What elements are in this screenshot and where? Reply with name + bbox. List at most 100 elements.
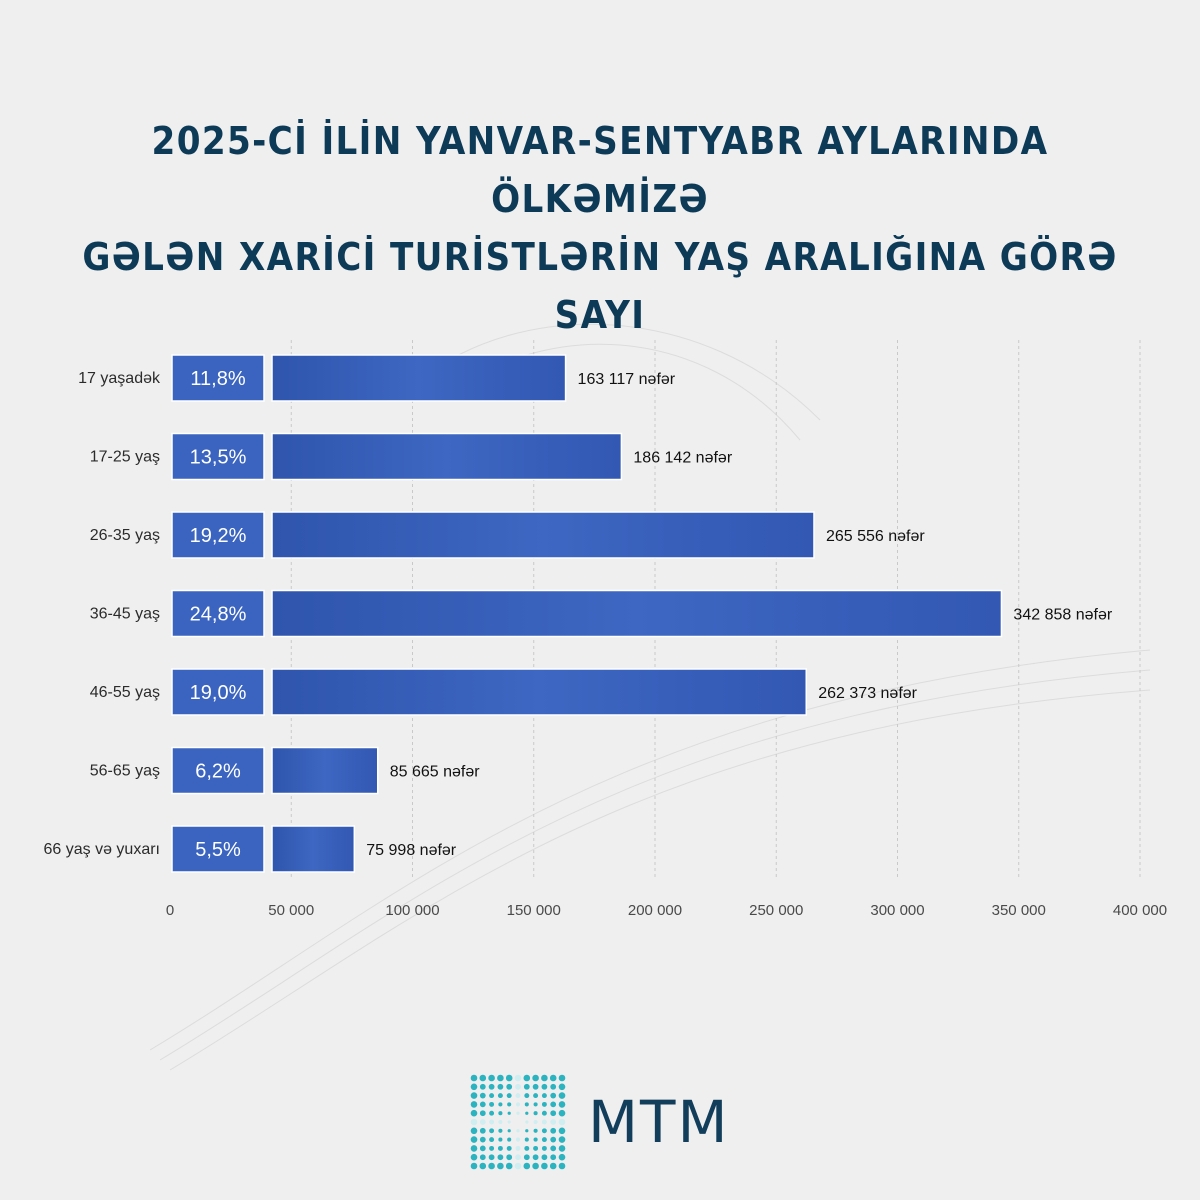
logo-dot	[525, 1120, 529, 1124]
value-label: 163 117 nəfər	[578, 371, 676, 388]
logo-dot	[541, 1074, 548, 1082]
logo-dot	[507, 1129, 511, 1133]
logo-dot	[470, 1127, 478, 1135]
logo-dot	[498, 1128, 503, 1133]
logo-dot	[498, 1111, 503, 1116]
bar	[271, 589, 1003, 638]
logo-dot	[558, 1101, 566, 1108]
logo-dot	[550, 1119, 557, 1125]
category-label: 56-65 yaş	[90, 763, 160, 780]
logo-dot	[533, 1137, 538, 1142]
logo-dot	[541, 1137, 547, 1143]
logo-dot	[541, 1110, 547, 1116]
category-label: 36-45 yaş	[90, 606, 160, 623]
logo-dot	[541, 1093, 547, 1099]
logo-dot	[489, 1093, 495, 1099]
bar	[271, 825, 356, 873]
x-tick-label: 150 000	[507, 902, 561, 919]
percent-label: 24,8%	[190, 604, 247, 626]
logo-dot	[470, 1145, 478, 1152]
logo-dot	[470, 1153, 478, 1161]
logo-dot	[515, 1145, 521, 1151]
category-label: 17 yaşadək	[78, 370, 161, 387]
logo-dot	[541, 1162, 548, 1170]
category-label: 17-25 yaş	[90, 449, 160, 466]
x-tick-label: 300 000	[870, 902, 924, 919]
logo-dot	[524, 1145, 530, 1151]
logo-dot	[523, 1083, 530, 1090]
logo-dot	[524, 1137, 529, 1142]
logo-dot	[489, 1119, 495, 1125]
logo-dot	[506, 1145, 512, 1151]
value-label: 265 556 nəfər	[826, 528, 925, 545]
logo-dot	[541, 1145, 547, 1151]
logo-dot	[488, 1083, 495, 1090]
logo-dot	[479, 1154, 486, 1161]
chart-title: 2025-Cİ İLİN YANVAR-SENTYABR AYLARINDA Ö…	[0, 112, 1200, 344]
logo-dot	[498, 1102, 503, 1107]
percent-label: 13,5%	[190, 447, 247, 469]
logo-dot	[515, 1154, 521, 1161]
logo-dot	[516, 1129, 520, 1133]
logo-dot	[498, 1119, 503, 1125]
logo-dot	[549, 1074, 557, 1082]
percent-box	[171, 432, 265, 481]
logo-dot	[550, 1101, 557, 1108]
logo-dot	[470, 1118, 478, 1126]
logo-dot	[507, 1102, 512, 1107]
logo-dot	[558, 1162, 566, 1170]
logo-dot	[558, 1083, 566, 1091]
logo-dot	[479, 1092, 486, 1099]
percent-box	[171, 589, 265, 638]
x-tick-label: 400 000	[1113, 902, 1167, 919]
logo-dot	[524, 1102, 529, 1107]
logo-dot	[550, 1110, 557, 1117]
bar	[271, 746, 379, 795]
logo-dot	[550, 1154, 557, 1161]
logo-dot	[507, 1137, 512, 1142]
logo-dot	[515, 1083, 521, 1090]
logo-dot	[505, 1074, 513, 1082]
value-label: 85 665 nəfər	[390, 764, 481, 781]
logo-dot	[541, 1154, 548, 1161]
logo-dot	[497, 1074, 504, 1082]
percent-label: 5,5%	[195, 839, 241, 861]
logo-dot	[533, 1119, 538, 1125]
logo-dot	[541, 1119, 547, 1125]
percent-label: 19,2%	[190, 525, 247, 547]
percent-box	[171, 746, 265, 795]
logo-dot	[506, 1093, 512, 1099]
x-tick-label: 0	[166, 902, 174, 919]
category-label: 26-35 yaş	[90, 527, 160, 544]
logo-dot	[470, 1109, 478, 1117]
logo-dot	[523, 1162, 531, 1170]
percent-box	[171, 825, 265, 873]
logo-dot	[550, 1092, 557, 1099]
logo-dot	[558, 1074, 566, 1082]
logo-dot	[479, 1162, 487, 1170]
logo-dot	[488, 1074, 495, 1082]
logo-dot	[533, 1093, 539, 1099]
logo-dot	[470, 1162, 478, 1170]
logo-dot	[558, 1127, 566, 1135]
logo-dot	[550, 1136, 557, 1143]
logo-dot	[524, 1093, 530, 1099]
logo-dot	[533, 1102, 538, 1107]
logo-dot	[488, 1154, 495, 1161]
logo-dot	[507, 1120, 511, 1124]
percent-label: 6,2%	[195, 761, 241, 783]
percent-box	[171, 668, 265, 716]
logo-dot	[515, 1102, 521, 1107]
logo-dot	[514, 1162, 522, 1170]
percent-label: 11,8%	[190, 368, 245, 390]
logo-dot	[479, 1136, 486, 1143]
logo-dot	[558, 1153, 566, 1161]
value-label: 75 998 nəfər	[366, 842, 457, 859]
logo-dot	[558, 1136, 566, 1143]
logo-dot	[470, 1092, 478, 1099]
logo-dot	[550, 1145, 557, 1152]
logo-dot	[533, 1145, 539, 1151]
logo-dot	[479, 1127, 486, 1134]
percent-box	[171, 354, 265, 402]
